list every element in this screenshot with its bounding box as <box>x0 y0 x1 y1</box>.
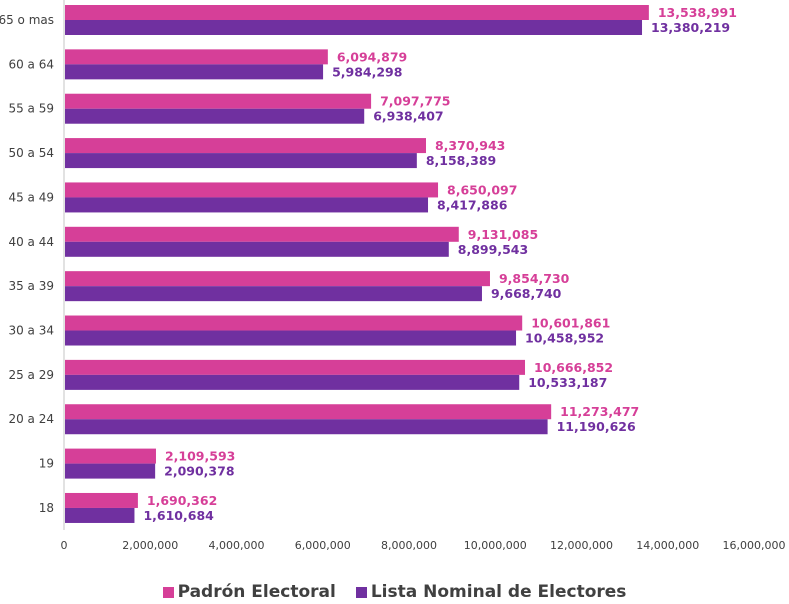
category-label: 55 a 59 <box>8 102 54 116</box>
value-label-padron: 8,650,097 <box>447 182 517 197</box>
x-tick-label: 2,000,000 <box>122 539 178 552</box>
value-label-padron: 11,273,477 <box>560 404 639 419</box>
bar-padron <box>65 226 459 242</box>
category-label: 35 a 39 <box>8 279 54 293</box>
bar-lista <box>65 64 324 80</box>
bar-lista <box>65 463 156 479</box>
category-label: 19 <box>39 457 54 471</box>
x-tick-label: 12,000,000 <box>550 539 613 552</box>
value-label-padron: 6,094,879 <box>337 49 407 64</box>
x-tick-label: 10,000,000 <box>464 539 527 552</box>
legend: Padrón Electoral Lista Nominal de Electo… <box>0 582 789 602</box>
value-label-lista: 9,668,740 <box>491 286 562 301</box>
category-label: 30 a 34 <box>8 324 54 338</box>
legend-swatch-padron <box>162 586 174 598</box>
legend-swatch-lista <box>355 586 367 598</box>
x-tick-label: 14,000,000 <box>636 539 699 552</box>
category-label: 25 a 29 <box>8 368 54 382</box>
bar-lista <box>65 507 135 523</box>
bar-lista <box>65 419 548 435</box>
value-label-lista: 10,458,952 <box>525 331 604 346</box>
legend-item-lista: Lista Nominal de Electores <box>355 582 627 602</box>
value-label-lista: 8,158,389 <box>426 153 496 168</box>
x-tick-label: 6,000,000 <box>295 539 351 552</box>
bar-padron <box>65 5 649 20</box>
value-label-lista: 11,190,626 <box>557 419 636 434</box>
bar-padron <box>65 271 490 287</box>
category-label: 40 a 44 <box>8 235 54 249</box>
value-label-lista: 8,899,543 <box>458 242 528 257</box>
bar-padron <box>65 448 156 464</box>
value-label-lista: 13,380,219 <box>651 20 730 35</box>
value-label-lista: 2,090,378 <box>164 464 234 479</box>
value-label-lista: 10,533,187 <box>528 375 607 390</box>
value-label-padron: 8,370,943 <box>435 138 505 153</box>
category-label: 45 a 49 <box>8 190 54 204</box>
value-label-lista: 8,417,886 <box>437 197 508 212</box>
bar-padron <box>65 315 523 331</box>
bar-lista <box>65 108 365 124</box>
legend-label-padron: Padrón Electoral <box>177 582 336 602</box>
bar-lista <box>65 153 417 169</box>
x-tick-label: 8,000,000 <box>381 539 437 552</box>
value-label-lista: 1,610,684 <box>143 508 214 523</box>
category-label: 50 a 54 <box>8 146 54 160</box>
value-label-padron: 10,601,861 <box>531 316 610 331</box>
category-label: 60 a 64 <box>8 57 54 71</box>
value-label-padron: 1,690,362 <box>147 493 217 508</box>
bar-padron <box>65 492 138 508</box>
bar-lista <box>65 197 429 213</box>
category-label: 65 o mas <box>0 13 54 27</box>
value-label-padron: 9,854,730 <box>499 271 570 286</box>
bar-padron <box>65 49 328 65</box>
category-label: 18 <box>39 501 54 515</box>
value-label-padron: 9,131,085 <box>468 227 538 242</box>
value-label-padron: 10,666,852 <box>534 360 613 375</box>
category-label: 20 a 24 <box>8 412 54 426</box>
bar-lista <box>65 374 520 390</box>
bar-padron <box>65 404 552 420</box>
bar-padron <box>65 93 372 109</box>
legend-item-padron: Padrón Electoral <box>162 582 336 602</box>
value-label-padron: 13,538,991 <box>658 5 737 20</box>
bar-padron <box>65 359 526 375</box>
bar-lista <box>65 330 517 346</box>
bar-lista <box>65 20 643 35</box>
x-tick-label: 0 <box>61 539 68 552</box>
bar-lista <box>65 286 482 302</box>
value-label-padron: 2,109,593 <box>165 449 235 464</box>
bar-padron <box>65 138 426 154</box>
bar-lista <box>65 241 449 257</box>
x-tick-label: 16,000,000 <box>723 539 786 552</box>
value-label-padron: 7,097,775 <box>380 94 450 109</box>
legend-label-lista: Lista Nominal de Electores <box>370 582 627 602</box>
value-label-lista: 5,984,298 <box>332 64 402 79</box>
bar-padron <box>65 182 439 198</box>
value-label-lista: 6,938,407 <box>373 109 443 124</box>
x-tick-label: 4,000,000 <box>209 539 265 552</box>
